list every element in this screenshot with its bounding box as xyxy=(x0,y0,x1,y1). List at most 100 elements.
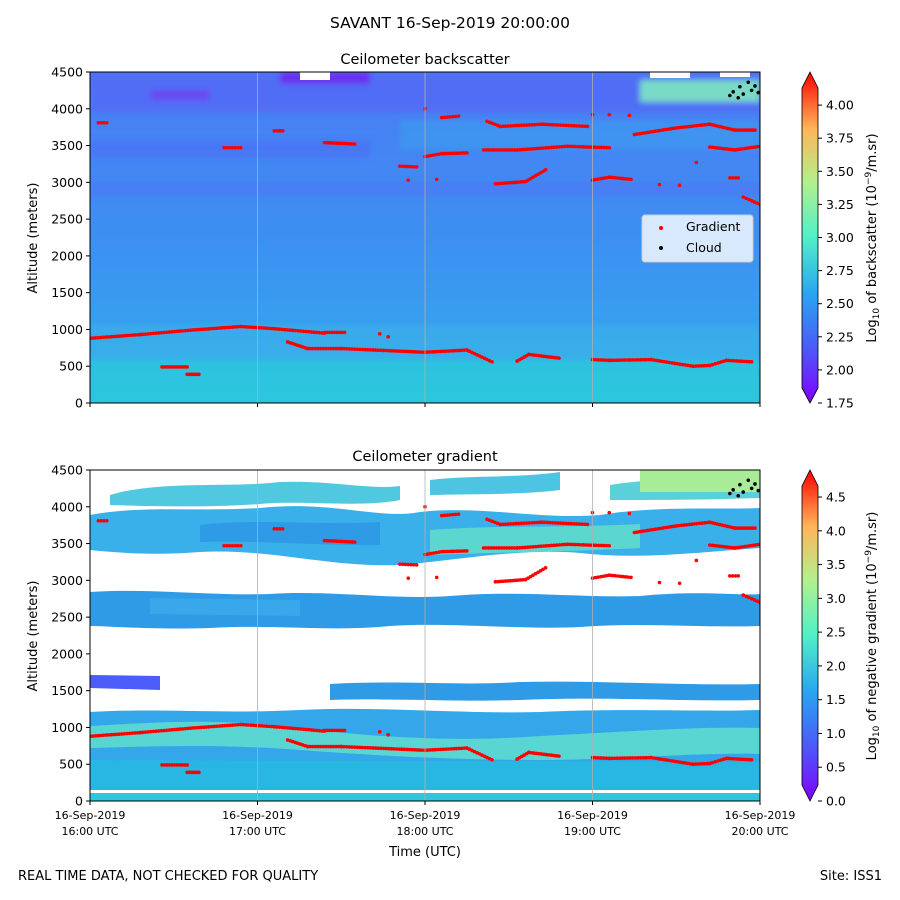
gradient-point xyxy=(241,722,246,727)
gradient-point xyxy=(573,542,578,547)
legend[interactable]: Gradient Cloud xyxy=(641,214,754,263)
gradient-point xyxy=(576,542,580,547)
gradient-point xyxy=(220,326,225,330)
gradient-point xyxy=(607,543,612,548)
gradient-point xyxy=(636,358,640,362)
gradient-point xyxy=(743,526,747,530)
gradient-point xyxy=(409,164,413,169)
gradient-point xyxy=(360,347,365,352)
gradient-point xyxy=(557,754,561,758)
gradient-point xyxy=(93,734,98,738)
gradient-point xyxy=(357,745,362,750)
gradient-point xyxy=(335,330,339,335)
gradient-point xyxy=(713,759,718,764)
gradient-point xyxy=(149,729,153,734)
cloud-point xyxy=(746,478,751,483)
y-tick-label: 3000 xyxy=(51,175,83,190)
backscatter-x-axis xyxy=(89,403,761,407)
gradient-point xyxy=(511,521,516,526)
gradient-point xyxy=(175,329,180,334)
gradient-point xyxy=(342,728,347,733)
x-tick-time: 16:00 UTC xyxy=(61,825,118,838)
gradient-point xyxy=(484,148,489,152)
gradient-point xyxy=(238,324,243,329)
gradient-point xyxy=(201,327,206,332)
gradient-point xyxy=(376,348,381,352)
gradient-point xyxy=(428,153,433,158)
gradient-point xyxy=(556,123,561,127)
gradient-point xyxy=(387,348,391,353)
gradient-point xyxy=(434,550,438,555)
gradient-point xyxy=(175,365,179,369)
gradient-point xyxy=(707,761,712,766)
gradient-point xyxy=(448,513,452,517)
gradient-point xyxy=(442,513,447,518)
gradient-point xyxy=(543,566,548,570)
gradient-point xyxy=(733,574,738,578)
gradient-point xyxy=(444,151,449,156)
gradient-point xyxy=(225,325,230,330)
gradient-point xyxy=(306,329,311,334)
gradient-point xyxy=(486,546,491,550)
gradient-point xyxy=(583,124,587,129)
cloud-point xyxy=(736,95,741,100)
gradient-point xyxy=(604,756,609,761)
gradient-point xyxy=(524,521,529,525)
gradient-point xyxy=(272,527,277,531)
gradient-point xyxy=(565,542,570,547)
gradient-point xyxy=(196,725,201,730)
gradient-point xyxy=(553,123,558,127)
gradient-point xyxy=(552,543,556,548)
gradient-point xyxy=(633,358,638,362)
gradient-point xyxy=(747,197,751,202)
colorbar-tick-label: 2.5 xyxy=(826,625,846,640)
gradient-point xyxy=(102,120,106,125)
gradient-point xyxy=(551,520,555,525)
gradient-point xyxy=(162,330,166,335)
y-tick-label: 1500 xyxy=(51,285,83,300)
gradient-point xyxy=(225,723,230,728)
gradient-point xyxy=(313,744,318,749)
gradient-point xyxy=(638,357,643,362)
colorbar-tick-label: 3.75 xyxy=(826,131,854,146)
gradient-point xyxy=(312,330,316,334)
gradient-point xyxy=(122,333,127,338)
gradient-point xyxy=(352,347,357,351)
gradient-point xyxy=(387,746,391,751)
colorbar-tick-label: 1.75 xyxy=(826,396,854,411)
gradient-point xyxy=(730,176,735,180)
gradient-point xyxy=(755,599,760,603)
gradient-point xyxy=(452,549,457,554)
gradient-point xyxy=(625,358,630,362)
gradient-point xyxy=(628,358,632,362)
gradient-point xyxy=(444,349,448,353)
gradient-point xyxy=(589,145,593,149)
gradient-point xyxy=(601,756,606,760)
legend-cloud-marker xyxy=(659,246,663,250)
gradient-point xyxy=(702,761,706,766)
gradient-point xyxy=(748,526,752,530)
gradient-point xyxy=(442,151,447,156)
gradient-point xyxy=(104,733,108,737)
gradient-point xyxy=(325,728,329,733)
cloud-point xyxy=(749,88,754,93)
gradient-point xyxy=(410,349,414,354)
gradient-point xyxy=(415,350,420,354)
gradient-point xyxy=(352,142,357,146)
colorbar-tick-label: 3.00 xyxy=(826,230,854,245)
gradient-point xyxy=(457,348,461,353)
gradient-point xyxy=(448,115,452,119)
gradient-point xyxy=(514,521,518,526)
gradient-point xyxy=(740,128,745,132)
gradient-point xyxy=(180,763,184,767)
gradient-point xyxy=(246,723,251,727)
gradient-point xyxy=(644,357,648,362)
gradient-point xyxy=(406,576,411,580)
gradient-point xyxy=(311,744,315,749)
gradient-point xyxy=(633,756,638,760)
gradient-point xyxy=(397,349,402,353)
gradient-point xyxy=(539,146,543,151)
backscatter-markers xyxy=(90,80,760,377)
gradient-point xyxy=(172,763,177,767)
gradient-point xyxy=(183,328,188,333)
